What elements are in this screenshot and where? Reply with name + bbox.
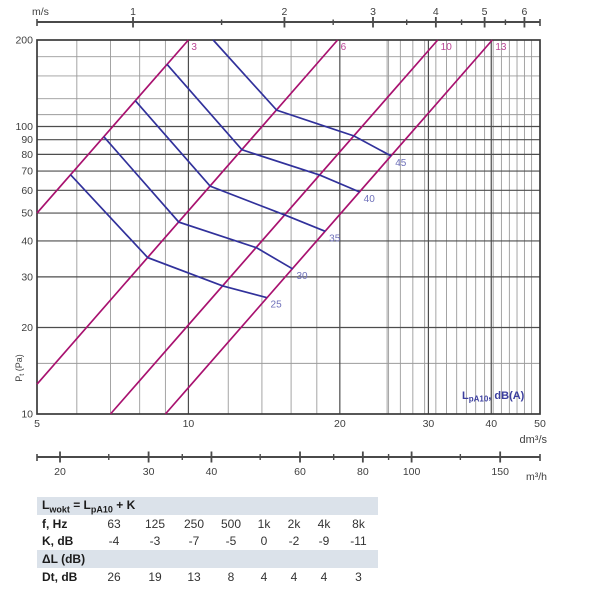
svg-text:60: 60 [294,466,306,478]
svg-text:20: 20 [21,322,33,334]
table-frequency-row: f, Hz 63 125 250 500 1k 2k 4k 8k [37,515,378,533]
bottom-ruler-unit: m³/h [526,471,547,483]
table-dt-row: Dt, dB 26 19 13 8 4 4 4 3 [37,568,378,586]
svg-text:40: 40 [485,418,497,430]
grid-minor [37,40,540,414]
chart-border [36,39,541,415]
top-velocity-ruler: 1 2 3 4 5 6 m/s [32,6,541,28]
formula-text: Lwokt = LpA10 + K [42,497,136,515]
sound-curve-45 [212,39,392,157]
position-line-label: 10 [441,42,453,53]
frequency-values: 63 125 250 500 1k 2k 4k 8k [107,516,365,531]
table-formula-row: Lwokt = LpA10 + K [37,497,378,515]
top-ruler-unit: m/s [32,6,49,18]
svg-text:4: 4 [433,6,439,18]
svg-text:6: 6 [522,6,528,18]
svg-text:200: 200 [15,35,33,47]
sound-curve-30 [103,136,293,270]
sound-curve-label: 40 [364,194,376,205]
svg-text:70: 70 [21,166,33,178]
svg-text:100: 100 [15,121,33,133]
svg-text:30: 30 [423,418,435,430]
sound-curve-label: 25 [271,300,283,311]
sound-curve-label: 30 [296,271,308,282]
position-line-label: 13 [495,42,507,53]
position-line-13 [164,39,493,415]
position-line-label: 6 [341,42,347,53]
dt-values: 26 19 13 8 4 4 4 3 [107,570,362,585]
bottom-flow-ruler: 20 30 40 60 80 100 150 m³/h [36,451,547,483]
position-line-10 [109,39,439,415]
sound-curve-40 [166,63,361,193]
y-axis-title: Pt (Pa) [14,354,26,381]
svg-text:90: 90 [21,134,33,146]
position-line-6 [36,39,339,385]
svg-text:5: 5 [482,6,488,18]
row-label: f, Hz [42,516,68,531]
svg-text:30: 30 [143,466,155,478]
position-line-label: 3 [191,42,197,53]
sound-curves: 25 30 35 40 45 [69,39,407,311]
svg-text:80: 80 [357,466,369,478]
table-dl-header-row: ΔL (dB) [37,550,378,569]
sound-curve-25 [69,174,267,299]
svg-text:40: 40 [206,466,218,478]
row-label: Dt, dB [42,570,78,585]
row-label: K, dB [42,534,74,549]
sound-curve-35 [134,100,326,233]
grid-major [37,40,540,414]
svg-text:50: 50 [534,418,546,430]
correction-table: Lwokt = LpA10 + K f, Hz 63 125 250 500 1… [37,497,378,586]
svg-text:80: 80 [21,149,33,161]
position-line-3 [36,39,190,214]
svg-text:30: 30 [21,271,33,283]
svg-text:10: 10 [21,409,33,421]
svg-text:40: 40 [21,235,33,247]
svg-text:1: 1 [130,6,136,18]
svg-text:50: 50 [21,208,33,220]
svg-text:3: 3 [370,6,376,18]
chart-legend: LpA10, dB(A) [462,390,525,404]
k-values: -4 -3 -7 -5 0 -2 -9 -11 [108,534,367,549]
svg-text:150: 150 [491,466,509,478]
dl-header: ΔL (dB) [42,552,86,567]
sound-curve-label: 35 [329,233,341,244]
svg-text:100: 100 [403,466,421,478]
svg-text:20: 20 [334,418,346,430]
x-axis-unit: dm³/s [520,434,548,446]
svg-text:2: 2 [282,6,288,18]
svg-text:5: 5 [34,418,40,430]
svg-text:60: 60 [21,185,33,197]
sound-curve-label: 45 [395,158,407,169]
legend-text: LpA10, dB(A) [462,390,525,404]
table-k-row: K, dB -4 -3 -7 -5 0 -2 -9 -11 [37,533,378,551]
svg-text:20: 20 [54,466,66,478]
position-lines: 3 6 10 13 [36,39,507,415]
svg-text:10: 10 [183,418,195,430]
